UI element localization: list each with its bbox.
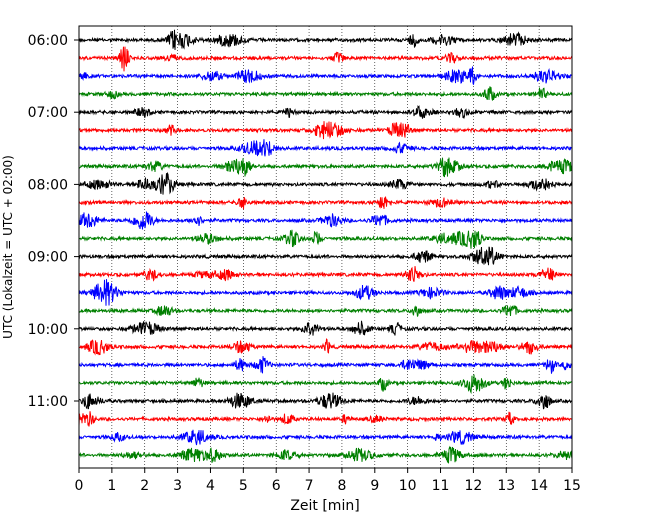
y-tick-label: 06:00 bbox=[28, 33, 68, 49]
trace-line bbox=[78, 304, 573, 317]
x-tick-label: 15 bbox=[563, 478, 581, 494]
trace-line bbox=[78, 320, 573, 336]
trace-line bbox=[78, 121, 573, 140]
trace-line bbox=[78, 279, 573, 306]
trace-line bbox=[78, 196, 573, 210]
x-tick-label: 6 bbox=[272, 478, 281, 494]
y-axis-ticks: 06:00 07:00 08:00 09:00 10:00 11:00 bbox=[28, 33, 79, 410]
x-tick-label: 13 bbox=[497, 478, 515, 494]
x-tick-label: 4 bbox=[206, 478, 215, 494]
x-tick-label: 0 bbox=[75, 478, 84, 494]
trace-line bbox=[78, 246, 573, 266]
trace-line bbox=[78, 429, 573, 446]
trace-line bbox=[78, 157, 573, 178]
x-axis-ticks: 0 1 2 3 4 5 6 7 8 9 10 11 12 13 14 15 bbox=[75, 468, 581, 494]
trace-line bbox=[78, 392, 573, 410]
trace-line bbox=[78, 139, 573, 157]
x-axis-label: Zeit [min] bbox=[290, 498, 359, 514]
trace-line bbox=[78, 266, 573, 282]
trace-line bbox=[78, 66, 573, 85]
y-axis-label: UTC (Lokalzeit = UTC + 02:00) bbox=[1, 155, 15, 339]
x-tick-label: 2 bbox=[140, 478, 149, 494]
x-tick-label: 9 bbox=[370, 478, 379, 494]
trace-line bbox=[78, 210, 573, 230]
trace-line bbox=[78, 104, 573, 120]
x-tick-label: 1 bbox=[107, 478, 116, 494]
trace-line bbox=[78, 229, 573, 249]
trace-line bbox=[78, 86, 573, 101]
x-tick-label: 12 bbox=[464, 478, 482, 494]
x-tick-label: 11 bbox=[432, 478, 450, 494]
x-tick-label: 8 bbox=[337, 478, 346, 494]
trace-line bbox=[78, 29, 573, 50]
trace-line bbox=[78, 46, 573, 72]
trace-line bbox=[78, 338, 573, 356]
x-tick-label: 14 bbox=[530, 478, 548, 494]
plot-frame bbox=[78, 25, 573, 469]
seismic-traces bbox=[78, 29, 573, 464]
trace-line bbox=[78, 411, 573, 427]
trace-line bbox=[78, 374, 573, 395]
trace-line bbox=[78, 171, 573, 195]
x-tick-label: 7 bbox=[305, 478, 314, 494]
x-tick-label: 3 bbox=[173, 478, 182, 494]
x-tick-label: 5 bbox=[239, 478, 248, 494]
y-tick-label: 07:00 bbox=[28, 105, 68, 121]
trace-line bbox=[78, 445, 573, 464]
y-tick-label: 10:00 bbox=[28, 322, 68, 338]
y-tick-label: 09:00 bbox=[28, 250, 68, 266]
trace-line bbox=[78, 356, 573, 374]
x-tick-label: 10 bbox=[399, 478, 417, 494]
y-tick-label: 11:00 bbox=[28, 394, 68, 410]
y-tick-label: 08:00 bbox=[28, 177, 68, 193]
